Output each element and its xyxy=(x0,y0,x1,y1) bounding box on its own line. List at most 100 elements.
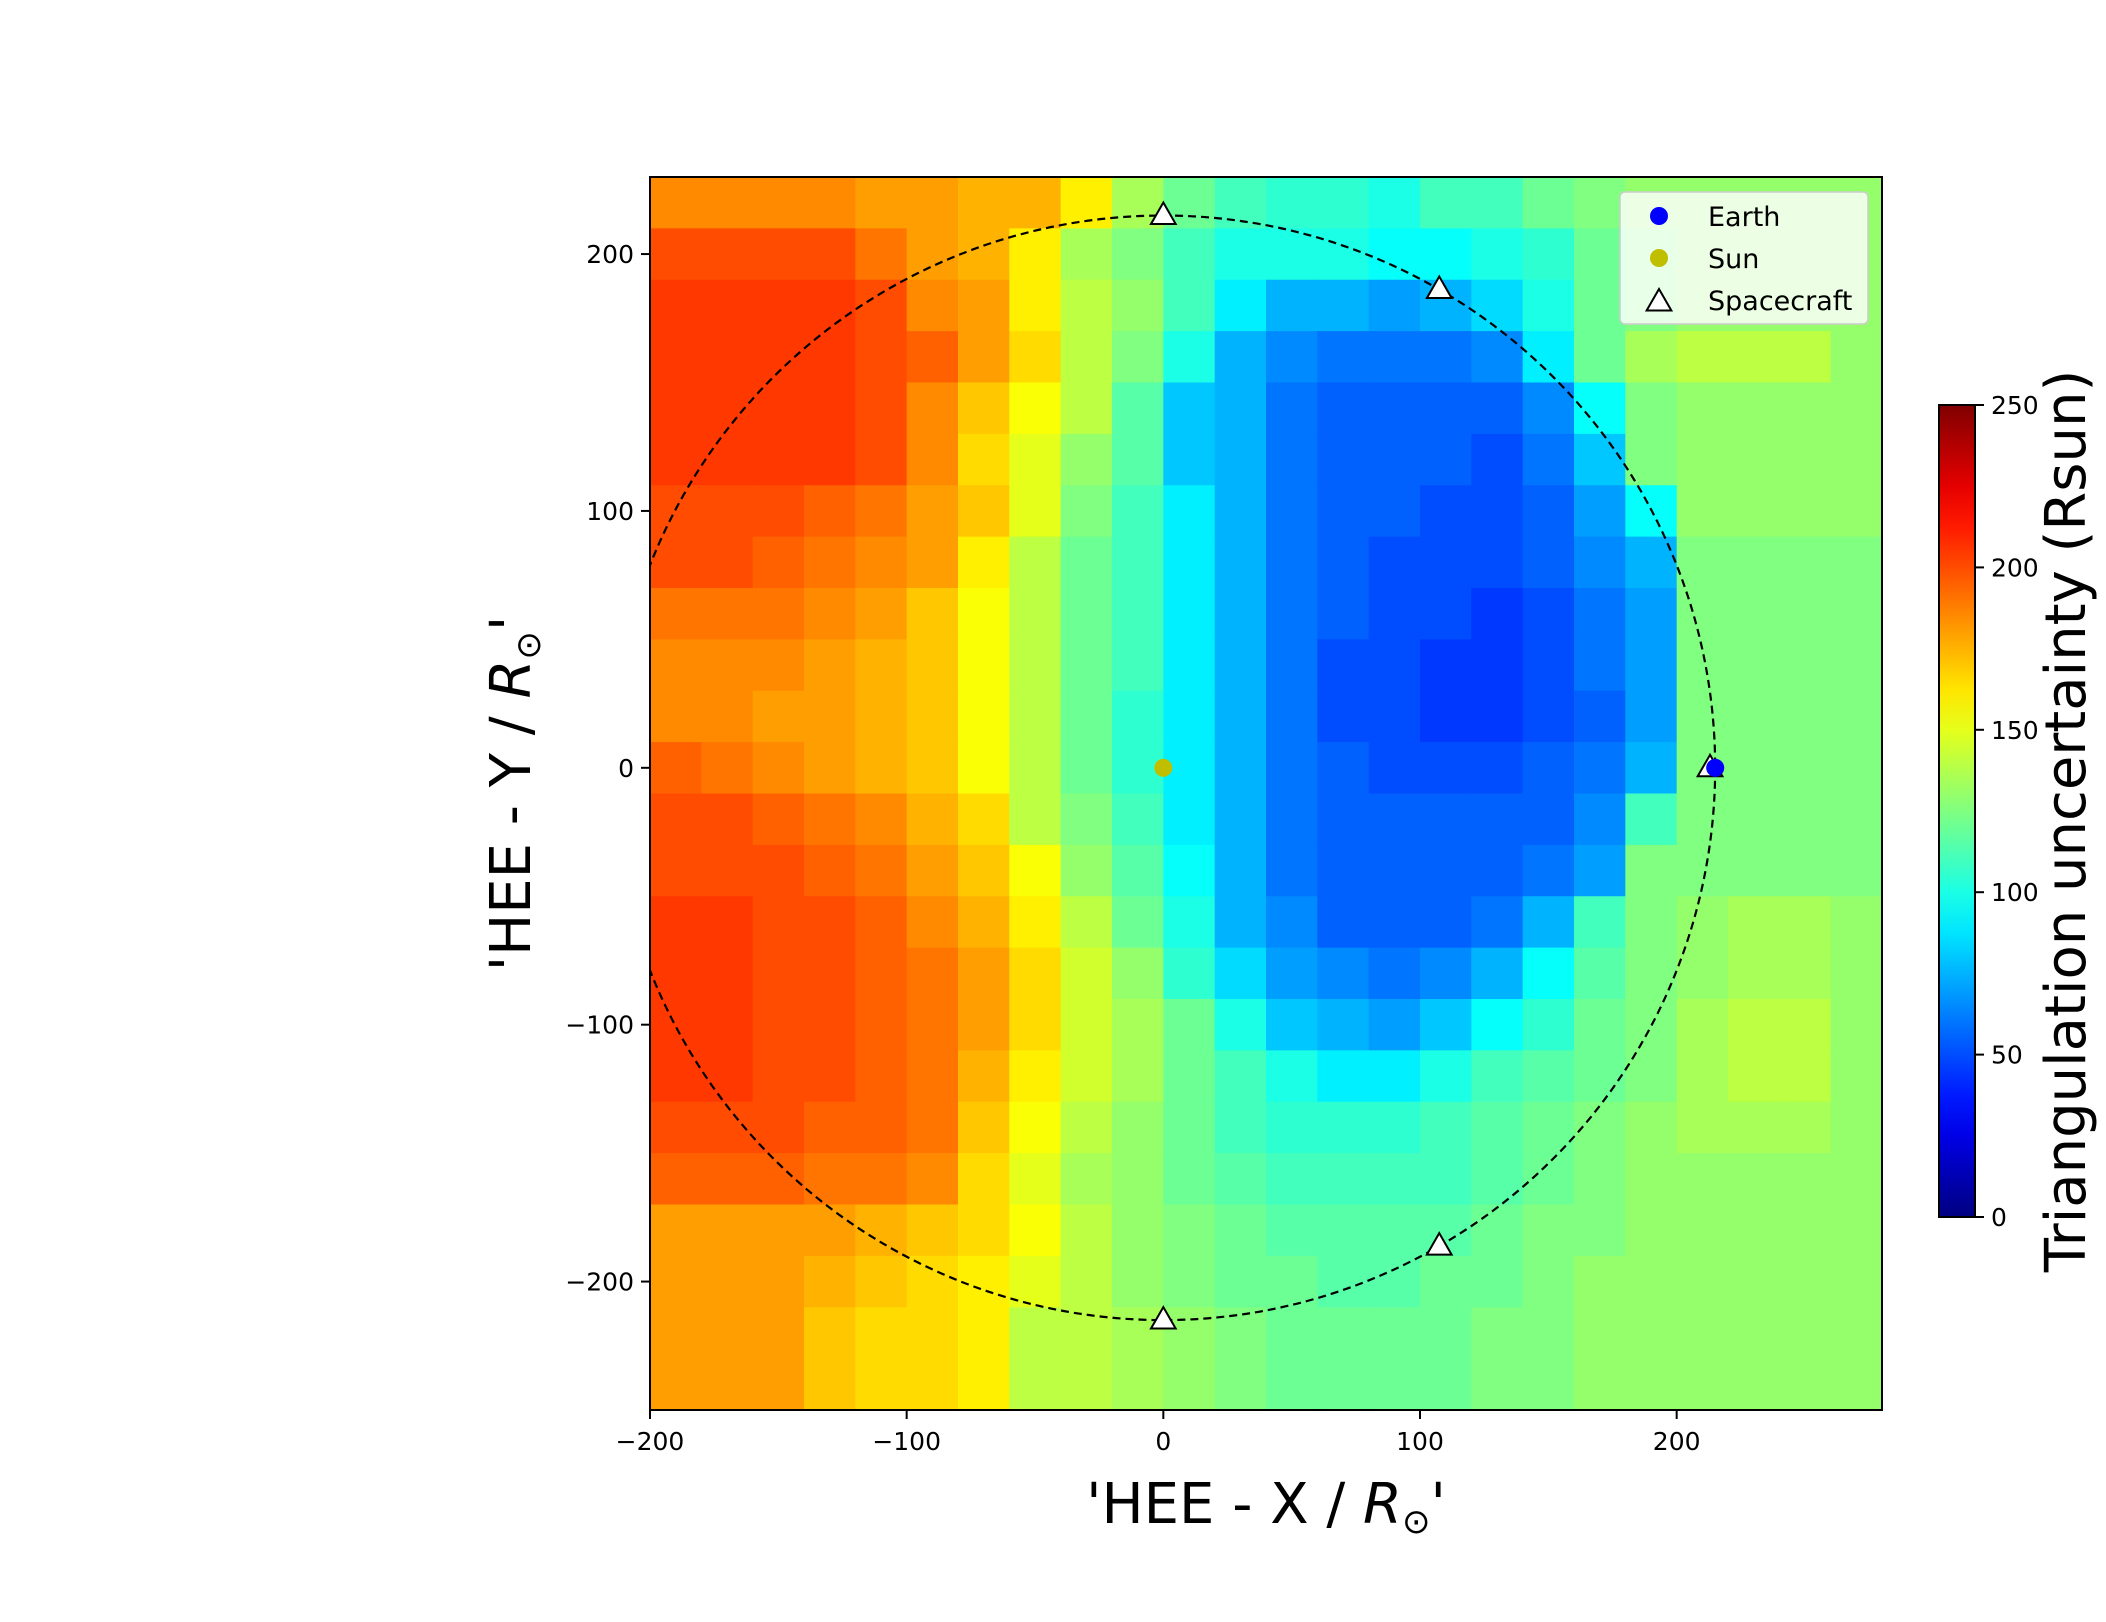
heatmap-cell xyxy=(1060,588,1113,640)
heatmap-cell xyxy=(958,1358,1010,1410)
heatmap-cell xyxy=(1368,742,1421,795)
heatmap-cell xyxy=(1009,279,1062,332)
heatmap-cell xyxy=(1779,1307,1832,1360)
heatmap-cell xyxy=(1060,1050,1113,1103)
heatmap-cell xyxy=(1625,1153,1678,1206)
heatmap-cell xyxy=(1368,433,1421,486)
heatmap-cell xyxy=(1625,1204,1678,1257)
heatmap-cell xyxy=(1728,1050,1780,1103)
heatmap-cell xyxy=(804,793,856,846)
heatmap-cell xyxy=(701,793,754,846)
colorbar-label: Triangulation uncertainty (Rsun) xyxy=(2034,370,2099,1274)
heatmap-cell xyxy=(855,1101,908,1154)
heatmap-cell xyxy=(1060,1204,1113,1257)
heatmap-cell xyxy=(1779,588,1832,640)
heatmap-cell xyxy=(1214,1255,1267,1308)
heatmap-cell xyxy=(1368,588,1421,640)
heatmap-cell xyxy=(1214,999,1267,1051)
heatmap-cell xyxy=(1009,1101,1062,1154)
heatmap-cell xyxy=(804,331,856,384)
heatmap-cell xyxy=(1625,896,1678,949)
heatmap-cell xyxy=(1060,793,1113,846)
heatmap-cell xyxy=(1779,433,1832,486)
heatmap-cell xyxy=(855,1255,908,1308)
heatmap-cell xyxy=(1471,228,1524,281)
heatmap-cell xyxy=(855,331,908,384)
heatmap-cell xyxy=(906,999,959,1051)
heatmap-cell xyxy=(958,1050,1010,1103)
heatmap-cell xyxy=(1471,1255,1524,1308)
heatmap-cell xyxy=(1009,1153,1062,1206)
heatmap-cell xyxy=(1522,331,1575,384)
heatmap-cell xyxy=(1676,485,1729,538)
heatmap-cell xyxy=(1112,844,1164,897)
heatmap-cell xyxy=(1163,1255,1216,1308)
heatmap-cell xyxy=(1574,1050,1626,1103)
heatmap-cell xyxy=(1830,844,1882,897)
heatmap-cells xyxy=(650,177,1882,1410)
heatmap-cell xyxy=(958,177,1010,229)
heatmap-cell xyxy=(1368,1255,1421,1308)
heatmap-cell xyxy=(1420,331,1472,384)
heatmap-cell xyxy=(1317,999,1370,1051)
heatmap-cell xyxy=(1779,639,1832,692)
heatmap-cell xyxy=(958,331,1010,384)
heatmap-cell xyxy=(1214,433,1267,486)
heatmap-cell xyxy=(650,1050,702,1103)
heatmap-cell xyxy=(1574,896,1626,949)
heatmap-cell xyxy=(1112,382,1164,435)
heatmap-cell xyxy=(804,536,856,589)
heatmap-cell xyxy=(958,742,1010,795)
heatmap-cell xyxy=(958,228,1010,281)
heatmap-cell xyxy=(1112,279,1164,332)
heatmap-cell xyxy=(855,536,908,589)
heatmap-cell xyxy=(1060,1101,1113,1154)
heatmap-cell xyxy=(1830,588,1882,640)
heatmap-cell xyxy=(1676,896,1729,949)
x-tick-label: 200 xyxy=(1653,1427,1701,1456)
heatmap-cell xyxy=(1163,536,1216,589)
heatmap-cell xyxy=(1676,382,1729,435)
heatmap-cell xyxy=(1471,1204,1524,1257)
heatmap-cell xyxy=(752,1358,805,1410)
heatmap-cell xyxy=(1009,1204,1062,1257)
heatmap-cell xyxy=(1214,793,1267,846)
heatmap-cell xyxy=(1317,844,1370,897)
heatmap-cell xyxy=(855,896,908,949)
heatmap-cell xyxy=(906,896,959,949)
heatmap-cell xyxy=(1266,947,1318,1000)
heatmap-cell xyxy=(1266,793,1318,846)
heatmap-cell xyxy=(1163,793,1216,846)
heatmap-cell xyxy=(1522,742,1575,795)
heatmap-cell xyxy=(958,947,1010,1000)
heatmap-cell xyxy=(1830,536,1882,589)
heatmap-cell xyxy=(1317,947,1370,1000)
heatmap-cell xyxy=(1163,588,1216,640)
heatmap-cell xyxy=(1830,1153,1882,1206)
heatmap-cell xyxy=(1420,177,1472,229)
y-axis: −200 −100 0 100 200 xyxy=(565,240,650,1297)
heatmap-cell xyxy=(1317,1204,1370,1257)
heatmap-cell xyxy=(1112,896,1164,949)
heatmap-cell xyxy=(1676,588,1729,640)
heatmap-cell xyxy=(1368,1358,1421,1410)
heatmap-cell xyxy=(1779,1255,1832,1308)
heatmap-cell xyxy=(1009,896,1062,949)
heatmap-cell xyxy=(1009,588,1062,640)
heatmap-cell xyxy=(752,793,805,846)
heatmap-cell xyxy=(1779,896,1832,949)
heatmap-cell xyxy=(1266,1255,1318,1308)
heatmap-cell xyxy=(1471,382,1524,435)
heatmap-cell xyxy=(1266,742,1318,795)
heatmap-cell xyxy=(1625,588,1678,640)
heatmap-cell xyxy=(1522,1255,1575,1308)
heatmap-cell xyxy=(1676,690,1729,743)
heatmap-cell xyxy=(1728,536,1780,589)
heatmap-cell xyxy=(1625,1101,1678,1154)
heatmap-cell xyxy=(1266,485,1318,538)
heatmap-cell xyxy=(1420,588,1472,640)
heatmap-cell xyxy=(1266,1204,1318,1257)
heatmap-cell xyxy=(1112,1050,1164,1103)
heatmap-cell xyxy=(958,279,1010,332)
heatmap-cell xyxy=(1266,1307,1318,1360)
